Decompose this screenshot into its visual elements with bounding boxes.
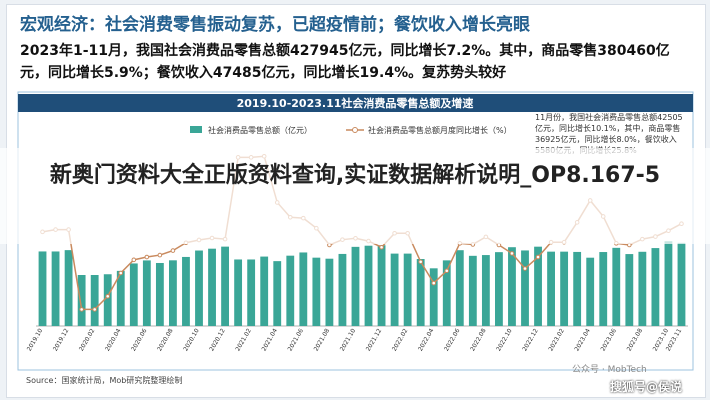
bar — [403, 253, 412, 326]
bar — [221, 246, 229, 326]
bar — [521, 250, 529, 326]
bar — [390, 253, 399, 326]
bar — [442, 260, 451, 326]
title: 宏观经济：社会消费零售振动复苏，已超疫情前；餐饮收入增长亮眼 — [20, 15, 530, 35]
bar — [495, 252, 503, 326]
bar — [195, 250, 203, 326]
line-point — [157, 252, 163, 258]
watermark: 搜狐号@侯说 — [610, 380, 683, 394]
line-point — [522, 266, 528, 271]
bar — [508, 247, 516, 326]
bar — [416, 259, 425, 326]
legend-label: 社会消费品零售总额（亿元） — [208, 125, 312, 135]
bar — [38, 251, 47, 326]
line-point — [535, 254, 541, 260]
bar — [651, 248, 660, 326]
bar — [677, 242, 686, 326]
banner: 新奥门资料大全正版资料查询,实证数据解析说明_OP8.167-5 — [0, 148, 710, 244]
line-point — [379, 244, 384, 250]
line-point — [92, 307, 97, 312]
bar — [260, 256, 269, 326]
legend-label: 社会消费品零售总额月度同比增长（%） — [368, 125, 512, 135]
bar — [455, 250, 464, 326]
bar — [612, 247, 621, 326]
bar — [273, 261, 282, 326]
bar — [129, 263, 138, 326]
chart-title: 2019.10-2023.11社会消费品零售总额及增速 — [237, 96, 474, 110]
line-point — [118, 270, 124, 276]
chart-title-band — [18, 94, 693, 112]
watermark: 公众号 · MobTech — [572, 365, 647, 375]
line-point — [509, 251, 515, 256]
bar — [64, 250, 73, 326]
bar — [481, 255, 490, 326]
legend-swatch — [352, 127, 358, 133]
bar — [51, 251, 60, 326]
bar — [547, 251, 555, 326]
bar — [351, 246, 360, 326]
bar — [325, 258, 334, 326]
line-point — [170, 248, 176, 253]
source: Source：国家统计局，Mob研究院整理绘制 — [26, 376, 183, 385]
bar — [90, 275, 99, 326]
bar — [625, 254, 634, 326]
line-point — [418, 259, 423, 265]
paragraph: 2023年1-11月，我国社会消费品零售总额427945亿元，同比增长7.2%。… — [20, 43, 670, 81]
bar — [208, 248, 216, 326]
bar — [599, 252, 608, 326]
bar — [169, 260, 177, 326]
line-point — [79, 307, 84, 312]
bar — [534, 246, 542, 326]
bar — [299, 252, 308, 326]
bar — [312, 257, 321, 326]
bar — [116, 270, 125, 326]
bar — [664, 241, 673, 326]
bar — [338, 253, 347, 326]
bar — [586, 257, 595, 326]
bar — [573, 251, 582, 326]
bar — [182, 256, 190, 326]
bar — [468, 255, 477, 326]
bar — [638, 251, 647, 326]
line-point — [431, 280, 437, 286]
line-point — [105, 293, 111, 299]
line-point — [444, 268, 450, 274]
bar — [77, 275, 86, 326]
legend-swatch — [190, 126, 202, 133]
line-point — [144, 254, 150, 260]
bar — [103, 274, 112, 326]
line-point — [131, 257, 137, 263]
bar — [364, 245, 373, 326]
bar — [142, 260, 151, 326]
bar — [155, 262, 164, 326]
bar — [429, 268, 438, 326]
bar — [234, 259, 243, 326]
bar — [286, 255, 295, 326]
bar — [247, 259, 256, 326]
bar — [377, 245, 386, 326]
bar — [560, 251, 569, 326]
